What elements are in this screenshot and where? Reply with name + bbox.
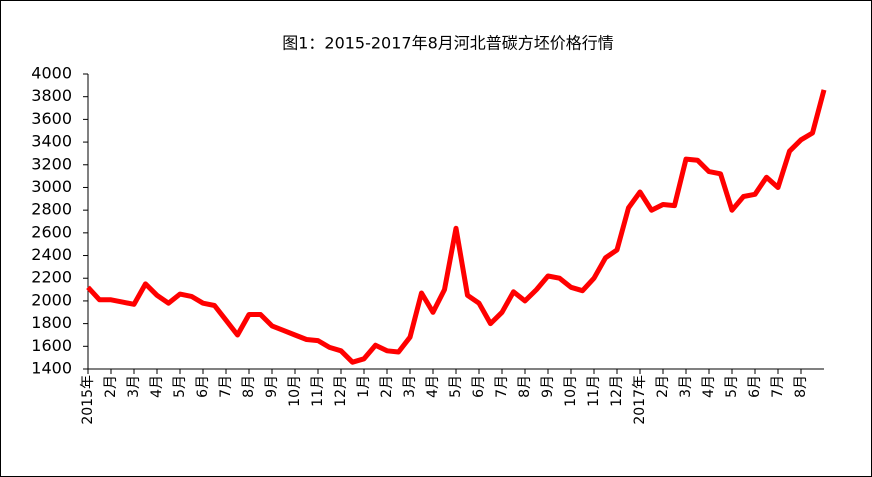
x-tick-label: 3月 bbox=[402, 375, 418, 398]
x-tick-label: 11月 bbox=[310, 375, 326, 407]
y-tick-label: 2600 bbox=[31, 222, 72, 241]
x-tick-label: 6月 bbox=[471, 375, 487, 398]
y-tick-label: 2000 bbox=[31, 290, 72, 309]
x-tick-label: 7月 bbox=[218, 375, 234, 398]
x-tick-label: 11月 bbox=[586, 375, 602, 407]
x-tick-label: 2月 bbox=[379, 375, 395, 398]
x-tick-label: 3月 bbox=[678, 375, 694, 398]
x-tick-label: 8月 bbox=[793, 375, 809, 398]
x-tick-label: 4月 bbox=[149, 375, 165, 398]
x-tick-label: 2015年 bbox=[80, 375, 96, 425]
x-tick-label: 7月 bbox=[494, 375, 510, 398]
x-tick-label: 8月 bbox=[517, 375, 533, 398]
x-tick-label: 10月 bbox=[563, 375, 579, 407]
x-tick-label: 9月 bbox=[264, 375, 280, 398]
y-tick-label: 3800 bbox=[31, 86, 72, 105]
y-tick-label: 4000 bbox=[31, 64, 72, 83]
y-tick-label: 3400 bbox=[31, 132, 72, 151]
y-tick-label: 3000 bbox=[31, 177, 72, 196]
y-tick-label: 1400 bbox=[31, 359, 72, 378]
x-tick-label: 1月 bbox=[356, 375, 372, 398]
x-tick-label: 10月 bbox=[287, 375, 303, 407]
x-tick-label: 5月 bbox=[448, 375, 464, 398]
y-tick-label: 2800 bbox=[31, 200, 72, 219]
x-tick-label: 9月 bbox=[540, 375, 556, 398]
x-tick-label: 4月 bbox=[425, 375, 441, 398]
y-tick-label: 1600 bbox=[31, 336, 72, 355]
x-tick-label: 2017年 bbox=[632, 375, 648, 425]
x-tick-label: 12月 bbox=[333, 375, 349, 407]
y-tick-label: 3200 bbox=[31, 154, 72, 173]
x-tick-label: 7月 bbox=[770, 375, 786, 398]
y-tick-label: 1800 bbox=[31, 313, 72, 332]
x-tick-label: 12月 bbox=[609, 375, 625, 407]
chart-title: 图1：2015-2017年8月河北普碳方坯价格行情 bbox=[282, 34, 614, 53]
x-tick-label: 2月 bbox=[103, 375, 119, 398]
y-tick-label: 2400 bbox=[31, 245, 72, 264]
x-tick-label: 6月 bbox=[195, 375, 211, 398]
y-tick-label: 2200 bbox=[31, 268, 72, 287]
x-tick-label: 8月 bbox=[241, 375, 257, 398]
x-tick-label: 3月 bbox=[126, 375, 142, 398]
x-tick-label: 2月 bbox=[655, 375, 671, 398]
y-tick-label: 3600 bbox=[31, 109, 72, 128]
x-tick-label: 5月 bbox=[724, 375, 740, 398]
x-tick-label: 5月 bbox=[172, 375, 188, 398]
x-tick-label: 4月 bbox=[701, 375, 717, 398]
x-tick-label: 6月 bbox=[747, 375, 763, 398]
data-line bbox=[86, 89, 827, 365]
